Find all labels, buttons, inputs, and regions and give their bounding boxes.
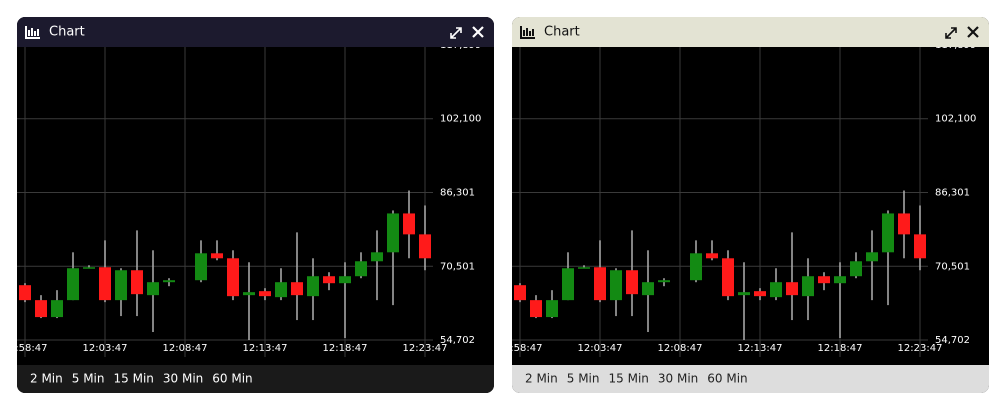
candle-body (914, 234, 926, 259)
candle-body (738, 292, 750, 296)
candle-body (355, 261, 367, 277)
candle-body (115, 270, 127, 301)
x-tick-label: 12:18:47 (818, 343, 863, 354)
x-tick-label: 12:08:47 (658, 343, 703, 354)
candle-body (67, 268, 79, 301)
timeframe-button[interactable]: 15 Min (609, 372, 649, 386)
candle-body (786, 282, 798, 296)
header (17, 17, 494, 47)
chart: 54,70270,50186,301102,100117,89911:58:47… (512, 17, 989, 393)
candle-body (594, 267, 606, 301)
timeframe-button[interactable]: 60 Min (212, 372, 252, 386)
y-tick-label: 86,301 (440, 187, 475, 198)
timeframe-button[interactable]: 2 Min (525, 372, 558, 386)
timeframe-button[interactable]: 30 Min (163, 372, 203, 386)
candle-body (243, 292, 255, 296)
timeframe-button[interactable]: 2 Min (30, 372, 63, 386)
candle-body (658, 280, 670, 283)
footer (17, 365, 494, 393)
plot-background (512, 17, 989, 393)
candle-body (642, 282, 654, 296)
candle-body (291, 282, 303, 296)
chart: 54,70270,50186,301102,100117,89911:58:47… (17, 17, 494, 393)
timeframe-button[interactable]: 15 Min (114, 372, 154, 386)
expand-button[interactable] (450, 27, 462, 39)
timeframe-button[interactable]: 5 Min (567, 372, 600, 386)
x-tick-label: 12:18:47 (323, 343, 368, 354)
candle-body (323, 276, 335, 284)
candle-body (51, 300, 63, 318)
candle-body (371, 252, 383, 262)
plot-background (17, 17, 494, 393)
candle-body (131, 270, 143, 295)
candle-body (99, 267, 111, 301)
footer (512, 365, 989, 393)
candle-body (83, 267, 95, 269)
candle-body (35, 300, 47, 318)
candle-body (163, 280, 175, 283)
close-button[interactable] (967, 26, 979, 38)
candle-body (387, 213, 399, 253)
candle-body (403, 213, 415, 235)
candle-body (706, 253, 718, 259)
candle-body (770, 282, 782, 298)
x-tick-label: 12:23:47 (898, 343, 943, 354)
candle-body (339, 276, 351, 284)
candle-body (19, 285, 31, 301)
candle-body (690, 253, 702, 281)
candle-body (722, 258, 734, 297)
candle-body (275, 282, 287, 298)
candle-body (419, 234, 431, 259)
candle-body (754, 291, 766, 297)
y-tick-label: 70,501 (935, 261, 970, 272)
candle-body (227, 258, 239, 297)
y-tick-label: 54,702 (935, 335, 970, 346)
timeframe-button[interactable]: 30 Min (658, 372, 698, 386)
chart-widget: 54,70270,50186,301102,100117,89911:58:47… (512, 17, 989, 393)
y-tick-label: 102,100 (440, 114, 481, 125)
candle-body (818, 276, 830, 284)
candle-body (898, 213, 910, 235)
x-tick-label: 12:13:47 (243, 343, 288, 354)
close-button[interactable] (472, 26, 484, 38)
header (512, 17, 989, 47)
timeframe-button[interactable]: 60 Min (707, 372, 747, 386)
candle-body (546, 300, 558, 318)
candle-body (866, 252, 878, 262)
candle-body (195, 253, 207, 281)
candle-body (259, 291, 271, 297)
x-tick-label: 12:03:47 (83, 343, 128, 354)
candle-body (882, 213, 894, 253)
y-tick-label: 86,301 (935, 187, 970, 198)
candle-body (211, 253, 223, 259)
x-tick-label: 11:58:47 (17, 343, 47, 354)
candle-body (626, 270, 638, 295)
chart-widget: 54,70270,50186,301102,100117,89911:58:47… (17, 17, 494, 393)
candle-body (307, 276, 319, 297)
candle-body (147, 282, 159, 296)
x-tick-label: 12:13:47 (738, 343, 783, 354)
candle-body (514, 285, 526, 301)
candle-body (610, 270, 622, 301)
y-tick-label: 54,702 (440, 335, 475, 346)
x-tick-label: 12:03:47 (578, 343, 623, 354)
y-tick-label: 70,501 (440, 261, 475, 272)
candle-body (834, 276, 846, 284)
x-tick-label: 12:23:47 (403, 343, 448, 354)
header-title: Chart (49, 25, 85, 40)
chart-icon (520, 26, 535, 39)
candle-body (530, 300, 542, 318)
x-tick-label: 12:08:47 (163, 343, 208, 354)
candle-body (578, 267, 590, 269)
chart-icon (25, 26, 40, 39)
timeframe-button[interactable]: 5 Min (72, 372, 105, 386)
expand-button[interactable] (945, 27, 957, 39)
candle-body (562, 268, 574, 301)
candle-body (850, 261, 862, 277)
x-tick-label: 11:58:47 (512, 343, 542, 354)
y-tick-label: 102,100 (935, 114, 976, 125)
header-title: Chart (544, 25, 580, 40)
candle-body (802, 276, 814, 297)
